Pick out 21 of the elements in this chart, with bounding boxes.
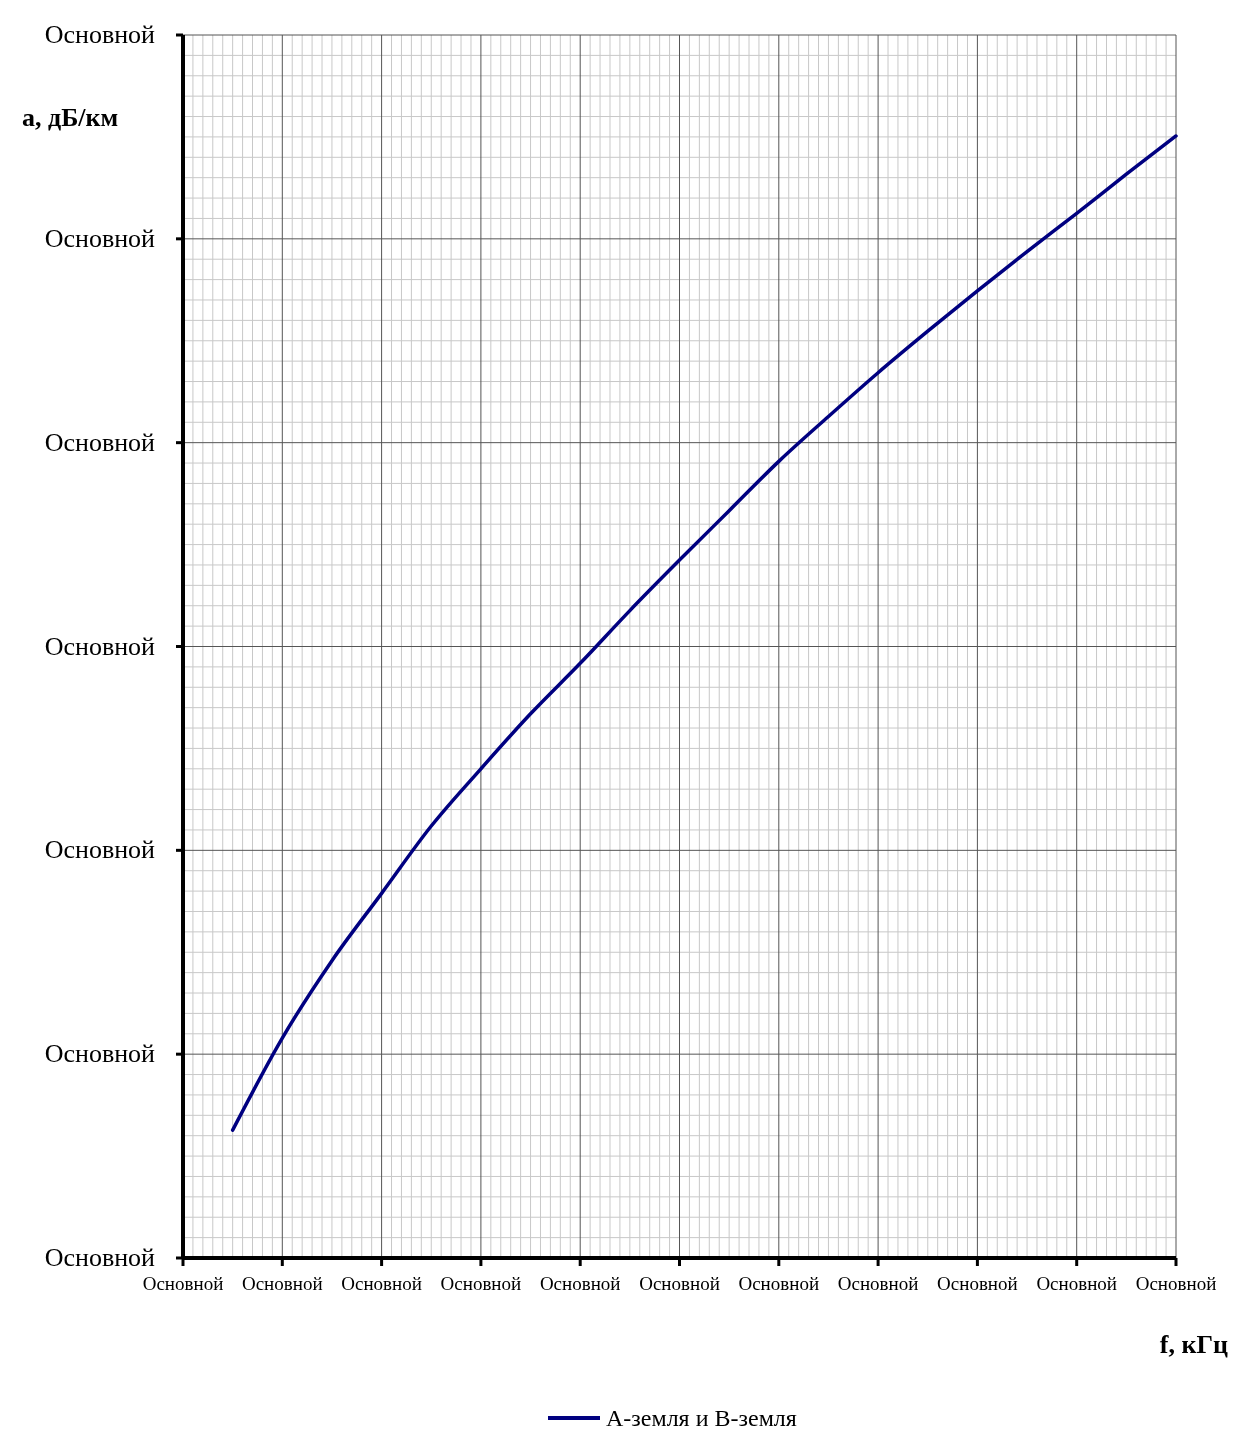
x-tick-label: Основной: [937, 1273, 1018, 1294]
x-tick-label: Основной: [1036, 1273, 1118, 1294]
x-tick-label: Основной: [142, 1273, 224, 1294]
x-tick-label: Основной: [440, 1273, 522, 1294]
x-tick-label: Основной: [241, 1273, 323, 1294]
x-tick-label: Основной: [738, 1273, 820, 1294]
legend-label: А-земля и В-земля: [606, 1405, 797, 1431]
y-axis-title: а, дБ/км: [22, 103, 119, 132]
x-tick-label: Основной: [639, 1273, 720, 1294]
text: Основной: [44, 835, 156, 865]
text: Основной: [44, 631, 156, 661]
text: Основной: [44, 20, 156, 49]
x-axis-title: f, кГц: [1159, 1330, 1229, 1359]
text: Основной: [44, 1243, 156, 1272]
x-tick-label: Основной: [837, 1273, 919, 1294]
text: Основной: [44, 1039, 156, 1069]
x-tick-label: Основной: [539, 1273, 621, 1294]
x-tick-label: Основной: [341, 1273, 422, 1294]
text: Основной: [44, 427, 156, 457]
text: Основной: [44, 223, 156, 253]
x-tick-label: Основной: [1135, 1273, 1217, 1294]
